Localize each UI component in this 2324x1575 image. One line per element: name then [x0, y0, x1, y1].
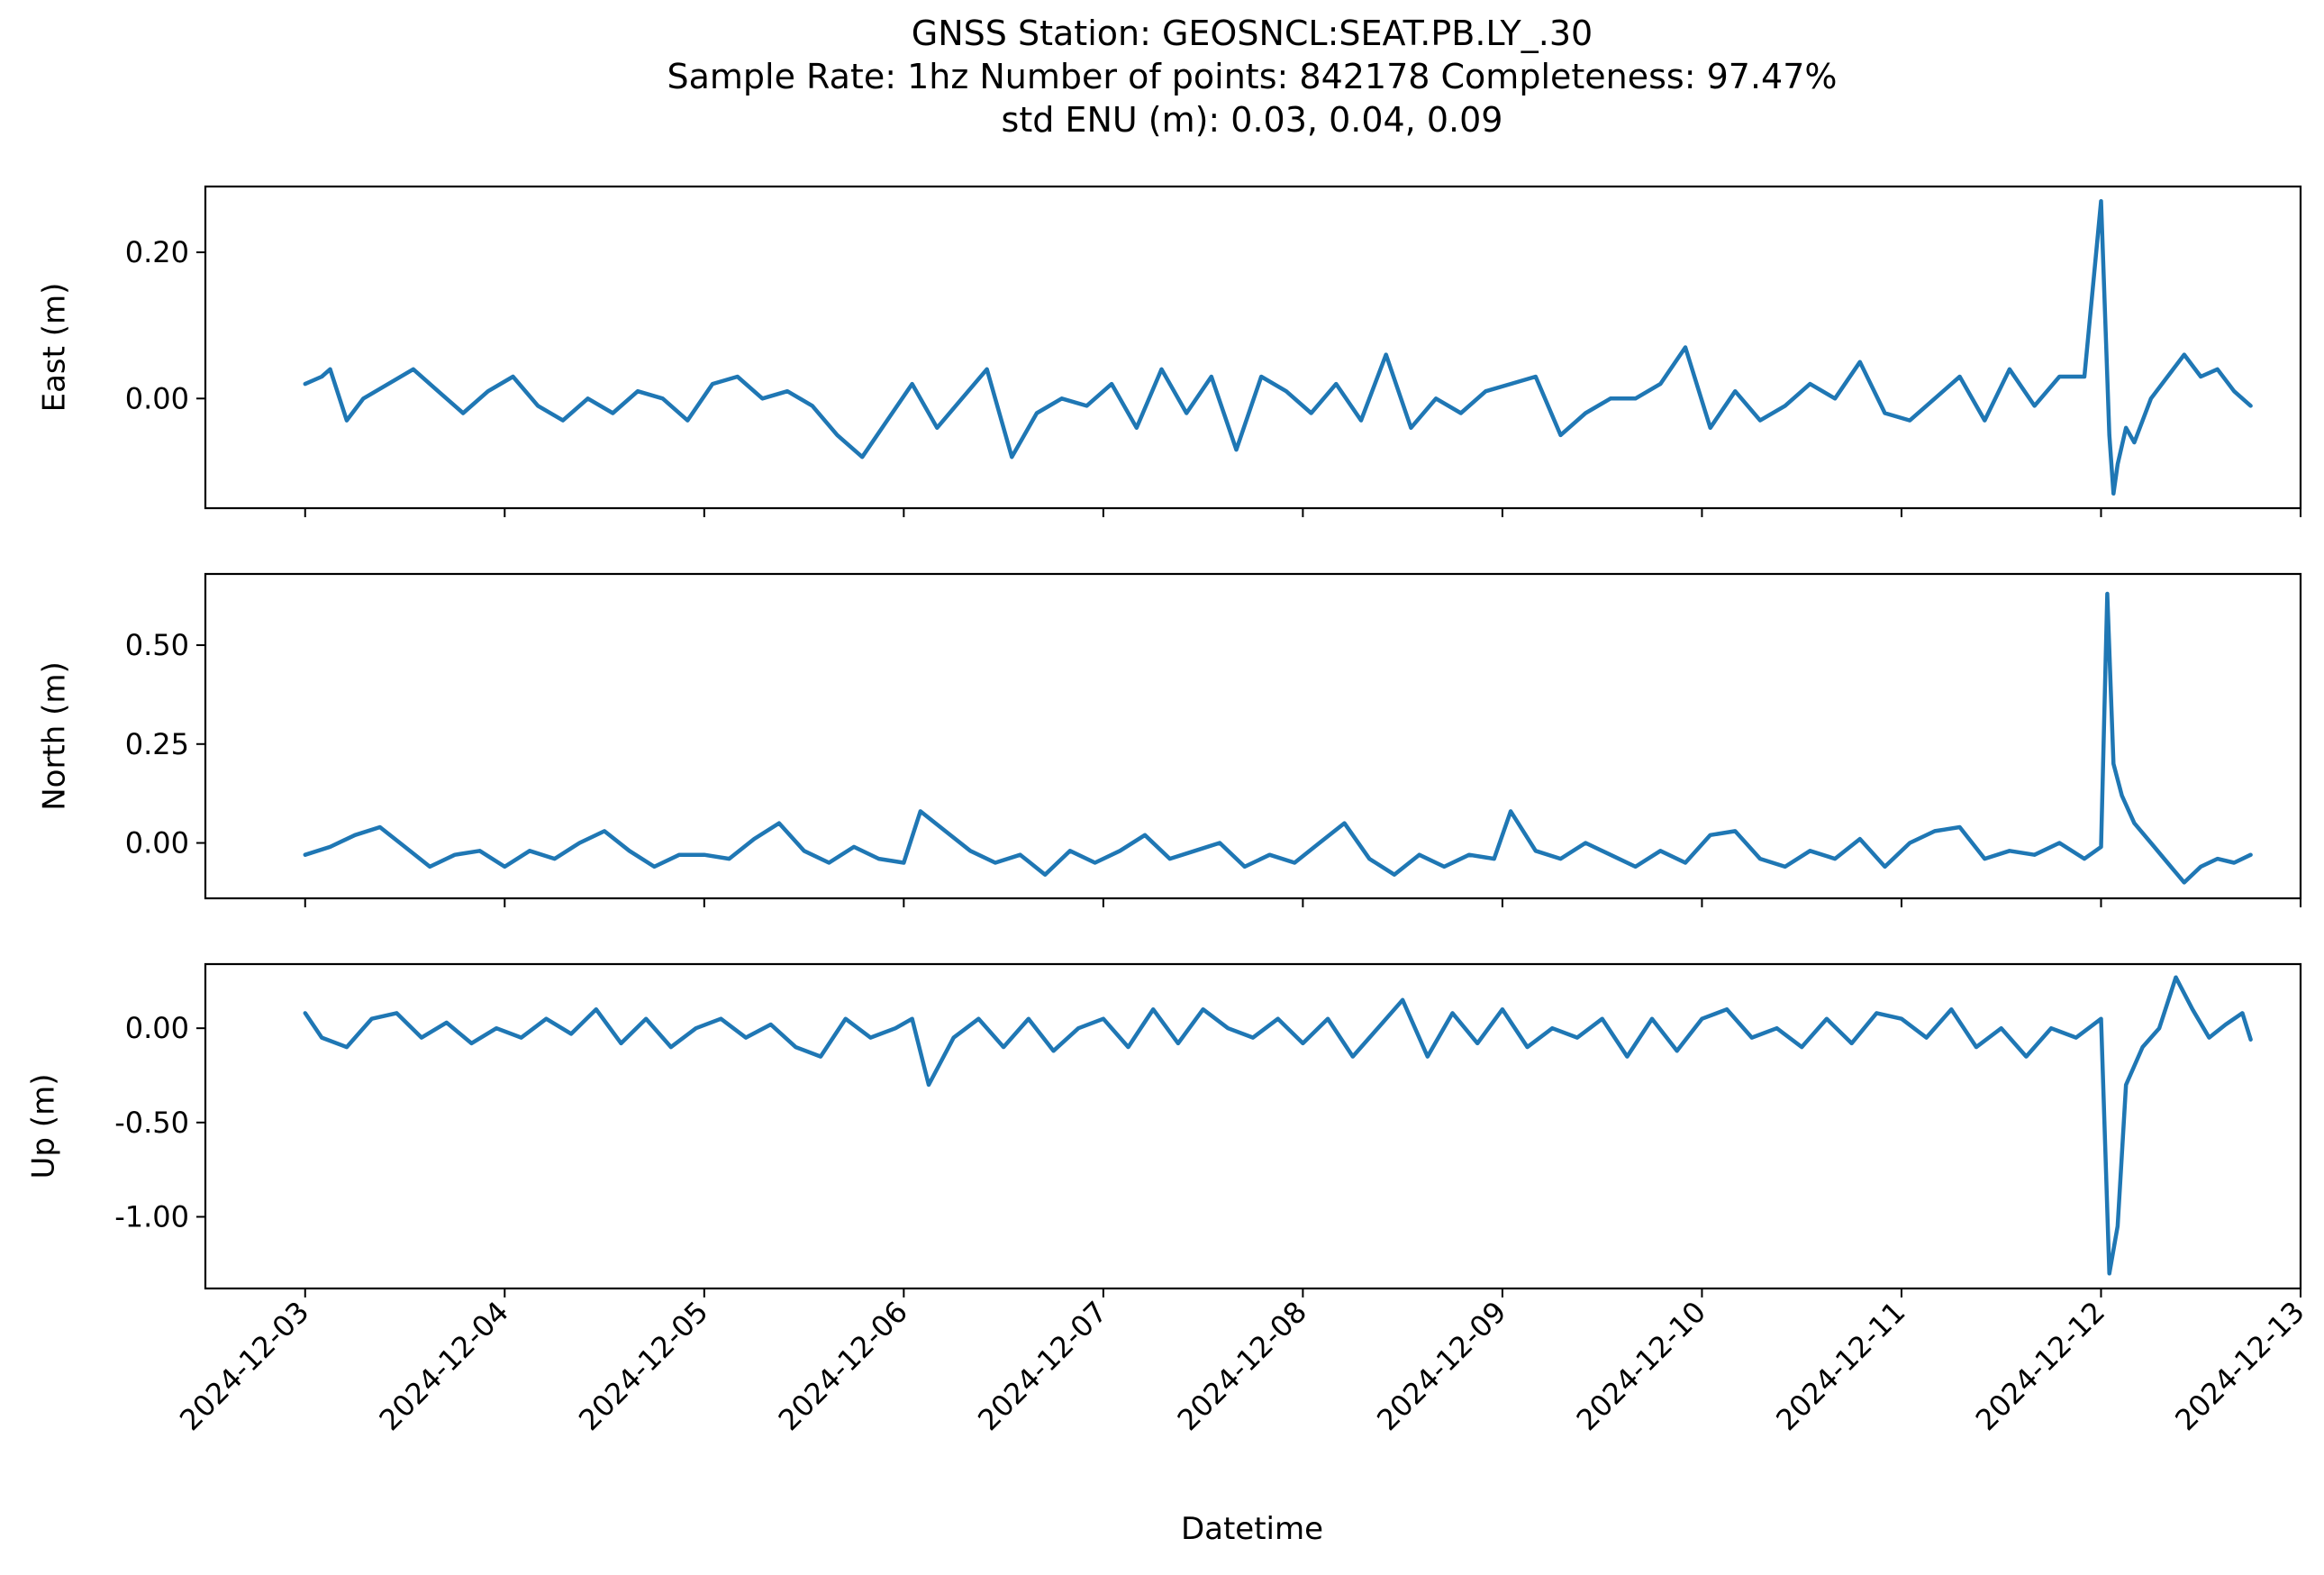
north-y-tick-label: 0.25	[125, 727, 189, 761]
up-axes-frame	[204, 962, 2302, 1290]
north-y-tick-label: 0.00	[125, 826, 189, 860]
x-axis-label: Datetime	[1181, 1511, 1323, 1547]
east-axes-frame	[204, 185, 2302, 510]
figure-title-line-3: std ENU (m): 0.03, 0.04, 0.09	[1002, 100, 1503, 140]
north-series-line	[303, 591, 2253, 885]
east-panel: 0.00 0.20 East (m)	[37, 185, 2302, 517]
east-series-line	[303, 198, 2253, 496]
north-y-tick-label: 0.50	[125, 628, 189, 662]
east-y-tick-label: 0.20	[125, 235, 189, 269]
up-y-tick-label: -1.00	[114, 1199, 189, 1234]
up-y-tick-label: -0.50	[114, 1106, 189, 1140]
up-y-axis-label: Up (m)	[26, 1074, 62, 1179]
figure-title-line-1: GNSS Station: GEOSNCL:SEAT.PB.LY_.30	[912, 14, 1593, 53]
figure-title-line-2: Sample Rate: 1hz Number of points: 84217…	[667, 57, 1838, 96]
north-axes-frame	[204, 572, 2302, 900]
up-series-line	[303, 975, 2253, 1276]
east-y-tick-label: 0.00	[125, 381, 189, 415]
north-panel: 0.00 0.25 0.50 North (m)	[37, 572, 2302, 907]
east-y-axis-label: East (m)	[37, 283, 73, 413]
up-y-tick-label: 0.00	[125, 1011, 189, 1045]
north-y-axis-label: North (m)	[37, 661, 73, 811]
